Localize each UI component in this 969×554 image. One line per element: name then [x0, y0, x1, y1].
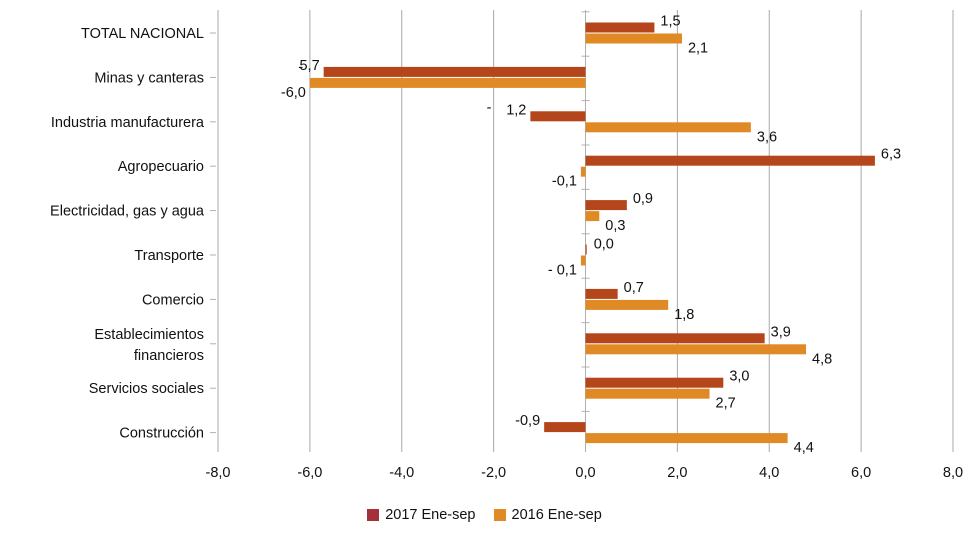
category-label: Comercio [142, 292, 204, 308]
data-label: -6,0 [281, 85, 306, 101]
category-label: Transporte [134, 248, 204, 264]
category-label: TOTAL NACIONAL [81, 26, 204, 42]
category-label: Electricidad, gas y agua [50, 204, 205, 220]
legend-swatch-2017 [367, 509, 380, 521]
data-label: 0,0 [594, 237, 614, 253]
bar-2016 [309, 77, 586, 88]
data-label: 0,9 [633, 191, 653, 207]
legend-label-2016: 2016 Ene-sep [511, 507, 602, 523]
data-label: 3,9 [771, 324, 791, 340]
x-tick-label: -4,0 [389, 465, 414, 481]
data-label: - 0,1 [548, 263, 577, 279]
bar-2017 [585, 333, 765, 344]
stray-mark: - [298, 59, 303, 75]
data-label: 4,4 [794, 440, 814, 456]
category-label-line: Establecimientos [94, 327, 204, 343]
legend-item-2016: 2016 Ene-sep [493, 507, 602, 523]
x-tick-label: -6,0 [297, 465, 322, 481]
bar-2017 [530, 111, 586, 122]
category-label: Servicios sociales [89, 381, 204, 397]
data-label: 1,2 [506, 102, 526, 118]
legend-swatch-2016 [493, 509, 506, 521]
legend-label-2017: 2017 Ene-sep [385, 507, 476, 523]
bar-2017 [585, 155, 875, 166]
data-label: 0,3 [605, 218, 625, 234]
bar-2016 [580, 166, 586, 177]
bar-2016 [585, 299, 669, 310]
x-tick-label: -8,0 [206, 465, 231, 481]
x-tick-label: 4,0 [759, 465, 779, 481]
category-label: Construcción [119, 426, 204, 442]
legend-item-2017: 2017 Ene-sep [367, 507, 476, 523]
data-label: 0,7 [624, 280, 644, 296]
bar-2016 [585, 122, 751, 133]
x-tick-label: 6,0 [851, 465, 871, 481]
data-label: 1,5 [660, 14, 680, 30]
bar-2017 [323, 66, 586, 77]
category-label: Agropecuario [118, 159, 204, 175]
bar-2016 [585, 388, 710, 399]
category-label-line: financieros [134, 348, 204, 364]
bar-2017 [585, 244, 587, 255]
category-label: Establecimientos financieros [94, 327, 204, 364]
category-label: Minas y canteras [94, 70, 204, 86]
bar-2016 [585, 344, 806, 355]
x-tick-label: 0,0 [575, 465, 595, 481]
data-label: 3,0 [729, 369, 749, 385]
data-label: 1,8 [674, 307, 694, 323]
legend: 2017 Ene-sep 2016 Ene-sep [0, 507, 969, 523]
bar-2017 [585, 22, 655, 33]
data-label: 5,7 [299, 58, 319, 74]
data-label: 2,1 [688, 41, 708, 57]
stray-mark: - [487, 100, 492, 116]
data-label: 6,3 [881, 147, 901, 163]
x-tick-label: -2,0 [481, 465, 506, 481]
bar-2017 [585, 377, 724, 388]
data-label: 2,7 [716, 396, 736, 412]
bar-2017 [585, 288, 618, 299]
bar-2016 [585, 433, 788, 444]
data-label: 3,6 [757, 129, 777, 145]
bar-2016 [585, 211, 600, 222]
data-label: -0,1 [552, 174, 577, 190]
bar-2016 [585, 33, 682, 44]
category-label: Industria manufacturera [51, 115, 205, 131]
bar-2016 [580, 255, 586, 266]
bar-2017 [585, 200, 627, 211]
data-label: 4,8 [812, 351, 832, 367]
x-tick-label: 2,0 [667, 465, 687, 481]
data-label: -0,9 [515, 413, 540, 429]
x-tick-label: 8,0 [943, 465, 963, 481]
bar-2017 [544, 422, 586, 433]
